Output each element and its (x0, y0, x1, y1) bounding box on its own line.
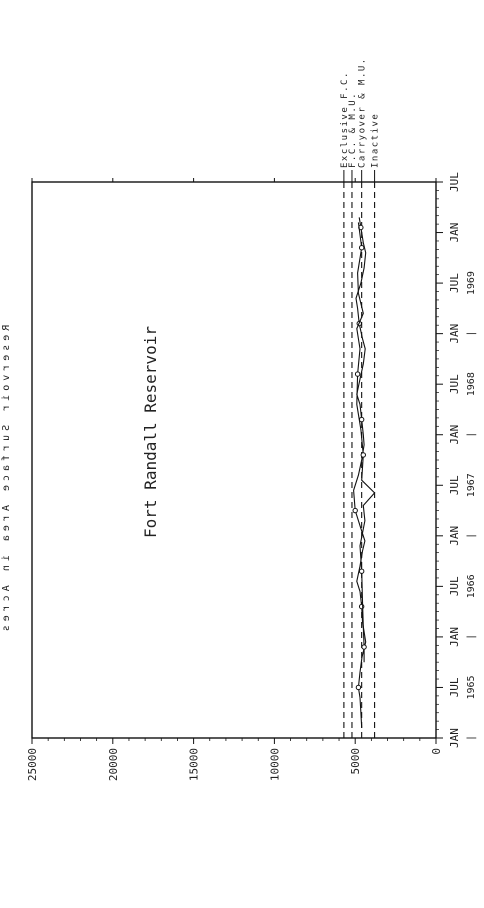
series-marker (355, 684, 362, 691)
series-marker (361, 644, 367, 650)
x-tick-label: JUL (448, 576, 461, 596)
y-tick-label: 15000 (188, 748, 201, 781)
series-marker (352, 507, 358, 514)
year-separator: | (466, 432, 477, 438)
series-line (353, 217, 367, 728)
y-ticks: 0 5000 10000 15000 20000 25000 (26, 178, 443, 781)
x-tick-label: JUL (448, 374, 461, 394)
year-separator: | (466, 735, 477, 741)
year-separator: | (466, 331, 477, 337)
reference-label: F.C. & M.U. (348, 92, 358, 168)
x-ticks: JAN JUL JAN JUL JAN JUL JAN JUL JAN JUL JAN JUL 1965… (436, 172, 477, 748)
series-marker (358, 416, 365, 423)
x-tick-label: JUL (448, 475, 461, 495)
series-group (352, 217, 376, 728)
reference-label: Inactive (371, 113, 381, 168)
x-tick-label: JAN (448, 526, 461, 546)
chart-title: Fort Randall Reservoir (141, 326, 160, 538)
x-tick-label: JAN (448, 728, 461, 748)
plot-area (31, 181, 437, 739)
x-tick-label: JAN (448, 627, 461, 647)
y-tick-label: 20000 (107, 748, 120, 781)
reference-label: Exclusive F.C. (340, 71, 350, 168)
x-tick-label: JUL (448, 172, 461, 192)
reference-lines: Exclusive F.C.F.C. & M.U. Carryover & M.U… (340, 57, 381, 738)
reference-label: Carryover & M.U. (358, 57, 368, 168)
year-label: 1969 (466, 271, 477, 295)
y-tick-label: 25000 (26, 748, 39, 781)
x-tick-label: JUL (448, 273, 461, 293)
y-tick-label: 10000 (268, 748, 281, 781)
year-label: 1965 (466, 675, 477, 699)
series-marker (358, 568, 365, 574)
y-tick-label: 0 (430, 748, 443, 755)
x-tick-label: JAN (448, 425, 461, 445)
y-axis-label: Reservoir Surface Area in Acres (1, 325, 12, 636)
series-marker (360, 452, 366, 458)
year-label: 1968 (466, 372, 477, 396)
y-tick-label: 5000 (349, 748, 362, 775)
x-tick-label: JUL (448, 677, 461, 697)
series-marker (358, 245, 365, 251)
year-separator: | (466, 533, 477, 539)
year-separator: | (466, 634, 477, 640)
series-marker (354, 371, 361, 377)
x-tick-label: JAN (448, 223, 461, 243)
year-label: 1966 (466, 574, 477, 598)
x-tick-label: JAN (448, 324, 461, 344)
year-label: 1967 (466, 473, 477, 497)
